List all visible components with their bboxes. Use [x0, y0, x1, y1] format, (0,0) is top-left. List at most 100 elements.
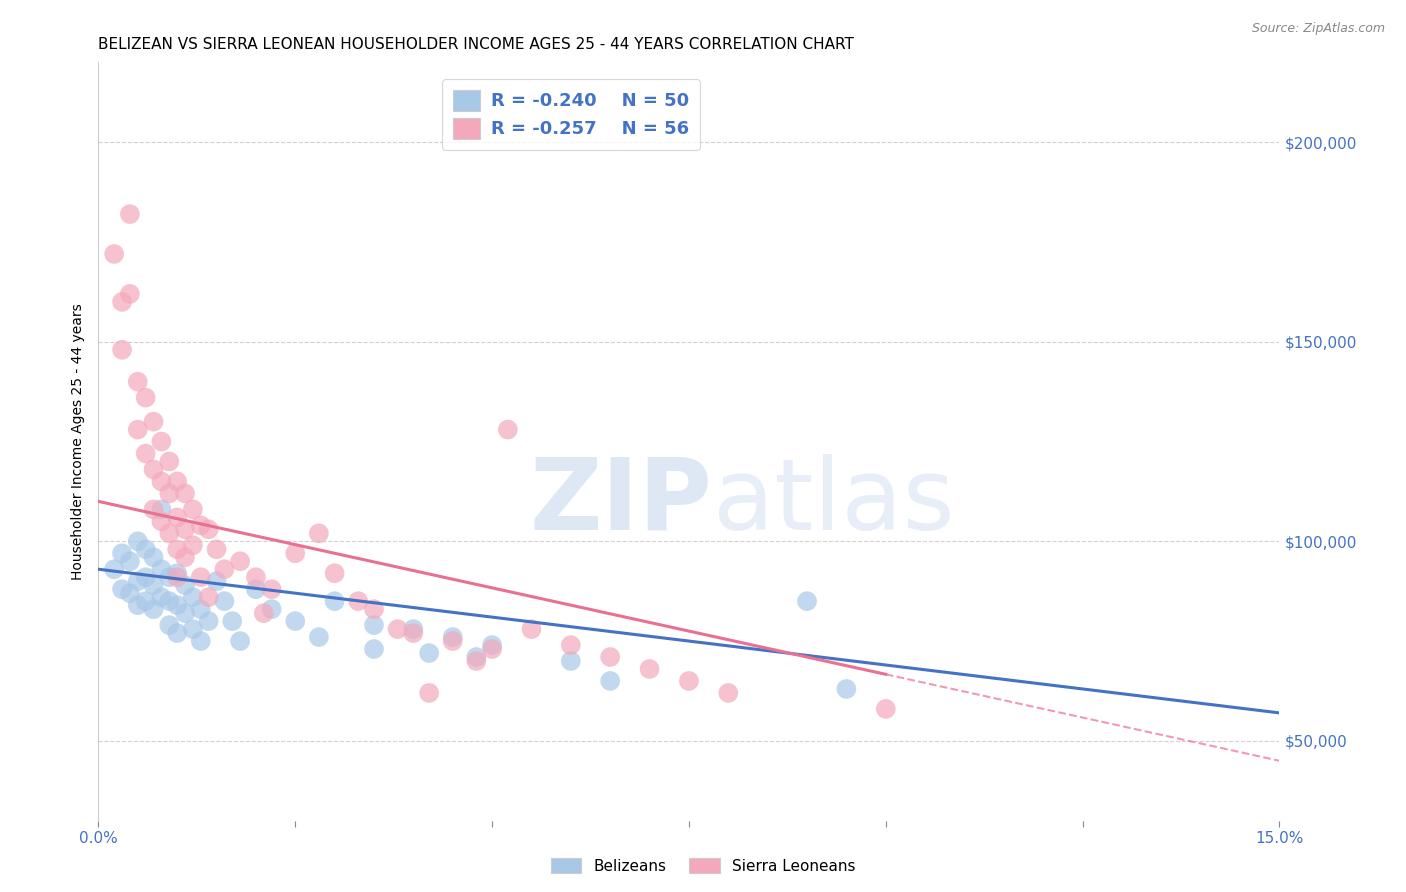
Point	[150, 514, 173, 528]
Point	[190, 518, 212, 533]
Point	[181, 502, 204, 516]
Point	[205, 542, 228, 557]
Point	[135, 391, 157, 405]
Point	[465, 654, 488, 668]
Point	[111, 546, 134, 560]
Point	[135, 570, 157, 584]
Point	[157, 594, 180, 608]
Point	[127, 574, 149, 589]
Point	[229, 554, 252, 568]
Point	[150, 502, 173, 516]
Point	[441, 630, 464, 644]
Point	[166, 510, 188, 524]
Point	[118, 286, 141, 301]
Point	[127, 423, 149, 437]
Legend: Belizeans, Sierra Leoneans: Belizeans, Sierra Leoneans	[544, 852, 862, 880]
Point	[260, 582, 283, 597]
Point	[190, 570, 212, 584]
Point	[174, 550, 197, 565]
Point	[142, 502, 165, 516]
Point	[214, 562, 236, 576]
Point	[157, 486, 180, 500]
Point	[308, 526, 330, 541]
Point	[150, 434, 173, 449]
Text: atlas: atlas	[713, 454, 955, 550]
Point	[560, 654, 582, 668]
Point	[174, 578, 197, 592]
Point	[103, 247, 125, 261]
Point	[221, 614, 243, 628]
Point	[174, 522, 197, 536]
Point	[142, 415, 165, 429]
Point	[181, 590, 204, 604]
Point	[229, 634, 252, 648]
Text: BELIZEAN VS SIERRA LEONEAN HOUSEHOLDER INCOME AGES 25 - 44 YEARS CORRELATION CHA: BELIZEAN VS SIERRA LEONEAN HOUSEHOLDER I…	[98, 37, 855, 52]
Point	[465, 650, 488, 665]
Point	[717, 686, 740, 700]
Point	[387, 622, 409, 636]
Point	[323, 594, 346, 608]
Point	[111, 343, 134, 357]
Point	[418, 646, 440, 660]
Point	[150, 475, 173, 489]
Point	[245, 582, 267, 597]
Point	[111, 294, 134, 309]
Point	[323, 566, 346, 581]
Point	[166, 570, 188, 584]
Point	[166, 475, 188, 489]
Point	[142, 578, 165, 592]
Point	[363, 602, 385, 616]
Point	[402, 622, 425, 636]
Point	[103, 562, 125, 576]
Point	[157, 570, 180, 584]
Point	[214, 594, 236, 608]
Point	[150, 590, 173, 604]
Point	[135, 542, 157, 557]
Point	[142, 462, 165, 476]
Point	[118, 586, 141, 600]
Point	[197, 614, 219, 628]
Point	[363, 618, 385, 632]
Text: ZIP: ZIP	[530, 454, 713, 550]
Point	[127, 534, 149, 549]
Legend: R = -0.240    N = 50, R = -0.257    N = 56: R = -0.240 N = 50, R = -0.257 N = 56	[441, 79, 700, 150]
Point	[142, 602, 165, 616]
Point	[174, 486, 197, 500]
Point	[599, 673, 621, 688]
Point	[363, 642, 385, 657]
Point	[118, 207, 141, 221]
Point	[441, 634, 464, 648]
Point	[157, 618, 180, 632]
Point	[118, 554, 141, 568]
Text: Source: ZipAtlas.com: Source: ZipAtlas.com	[1251, 22, 1385, 36]
Point	[678, 673, 700, 688]
Point	[142, 550, 165, 565]
Point	[190, 602, 212, 616]
Point	[166, 542, 188, 557]
Point	[402, 626, 425, 640]
Point	[347, 594, 370, 608]
Point	[481, 642, 503, 657]
Point	[157, 454, 180, 468]
Point	[166, 626, 188, 640]
Point	[181, 538, 204, 552]
Point	[835, 681, 858, 696]
Point	[253, 606, 276, 620]
Point	[599, 650, 621, 665]
Point	[181, 622, 204, 636]
Point	[127, 598, 149, 612]
Point	[308, 630, 330, 644]
Point	[190, 634, 212, 648]
Point	[481, 638, 503, 652]
Point	[520, 622, 543, 636]
Point	[260, 602, 283, 616]
Point	[796, 594, 818, 608]
Point	[284, 546, 307, 560]
Point	[197, 590, 219, 604]
Point	[560, 638, 582, 652]
Point	[150, 562, 173, 576]
Point	[638, 662, 661, 676]
Point	[174, 606, 197, 620]
Point	[205, 574, 228, 589]
Point	[166, 598, 188, 612]
